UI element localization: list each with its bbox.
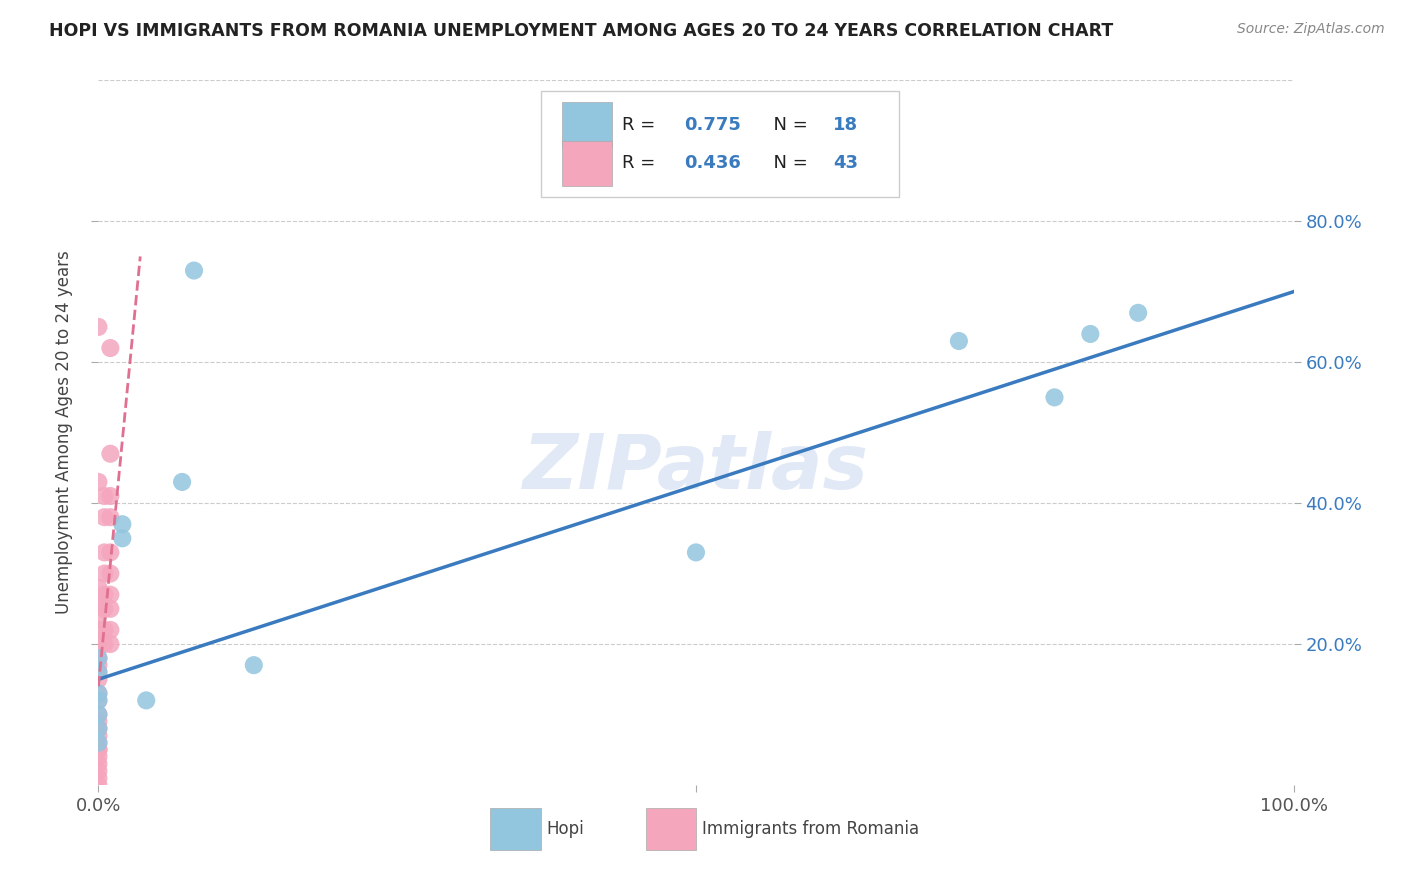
Text: N =: N = — [762, 116, 813, 134]
Point — [98, 637, 122, 651]
Text: 0.436: 0.436 — [685, 154, 741, 172]
Point — [87, 320, 110, 334]
Point — [1043, 391, 1066, 405]
Point — [87, 595, 110, 609]
Point — [87, 736, 110, 750]
Point — [1080, 326, 1102, 341]
Point — [87, 693, 110, 707]
Point — [98, 623, 122, 637]
Point — [93, 489, 115, 503]
Text: Immigrants from Romania: Immigrants from Romania — [702, 821, 920, 838]
FancyBboxPatch shape — [491, 808, 541, 850]
Point — [243, 658, 266, 673]
Point — [87, 623, 110, 637]
Text: Hopi: Hopi — [547, 821, 585, 838]
Point — [87, 729, 110, 743]
Text: 43: 43 — [834, 154, 859, 172]
Point — [87, 756, 110, 771]
Text: 18: 18 — [834, 116, 859, 134]
Point — [87, 637, 110, 651]
Text: ZIPatlas: ZIPatlas — [523, 431, 869, 505]
Point — [93, 566, 115, 581]
Point — [685, 545, 707, 559]
Point — [87, 651, 110, 665]
Point — [172, 475, 194, 489]
Point — [87, 658, 110, 673]
Text: N =: N = — [762, 154, 813, 172]
Point — [98, 566, 122, 581]
Point — [93, 637, 115, 651]
Point — [111, 532, 134, 546]
Point — [87, 673, 110, 687]
Point — [1128, 306, 1150, 320]
Point — [87, 665, 110, 680]
Point — [87, 707, 110, 722]
Point — [87, 665, 110, 680]
FancyBboxPatch shape — [541, 91, 900, 196]
Y-axis label: Unemployment Among Ages 20 to 24 years: Unemployment Among Ages 20 to 24 years — [55, 251, 73, 615]
FancyBboxPatch shape — [645, 808, 696, 850]
Point — [87, 651, 110, 665]
FancyBboxPatch shape — [562, 141, 613, 186]
Point — [87, 686, 110, 700]
Point — [93, 601, 115, 615]
Point — [98, 447, 122, 461]
Point — [87, 722, 110, 736]
FancyBboxPatch shape — [562, 102, 613, 147]
Point — [87, 742, 110, 756]
Point — [98, 545, 122, 559]
Point — [98, 601, 122, 615]
Point — [93, 510, 115, 524]
Point — [98, 489, 122, 503]
Text: R =: R = — [621, 154, 661, 172]
Point — [87, 714, 110, 729]
Point — [183, 263, 205, 277]
Point — [87, 749, 110, 764]
Point — [93, 588, 115, 602]
Point — [87, 707, 110, 722]
Text: 0.775: 0.775 — [685, 116, 741, 134]
Text: Source: ZipAtlas.com: Source: ZipAtlas.com — [1237, 22, 1385, 37]
Point — [87, 736, 110, 750]
Point — [98, 588, 122, 602]
Point — [93, 623, 115, 637]
Point — [93, 545, 115, 559]
Point — [87, 764, 110, 778]
Point — [98, 341, 122, 355]
Point — [87, 686, 110, 700]
Point — [87, 742, 110, 756]
Point — [87, 475, 110, 489]
Point — [87, 693, 110, 707]
Point — [111, 517, 134, 532]
Point — [87, 581, 110, 595]
Text: R =: R = — [621, 116, 661, 134]
Point — [87, 771, 110, 785]
Point — [135, 693, 157, 707]
Point — [87, 778, 110, 792]
Point — [98, 510, 122, 524]
Text: HOPI VS IMMIGRANTS FROM ROMANIA UNEMPLOYMENT AMONG AGES 20 TO 24 YEARS CORRELATI: HOPI VS IMMIGRANTS FROM ROMANIA UNEMPLOY… — [49, 22, 1114, 40]
Point — [87, 722, 110, 736]
Point — [87, 608, 110, 623]
Point — [948, 334, 970, 348]
